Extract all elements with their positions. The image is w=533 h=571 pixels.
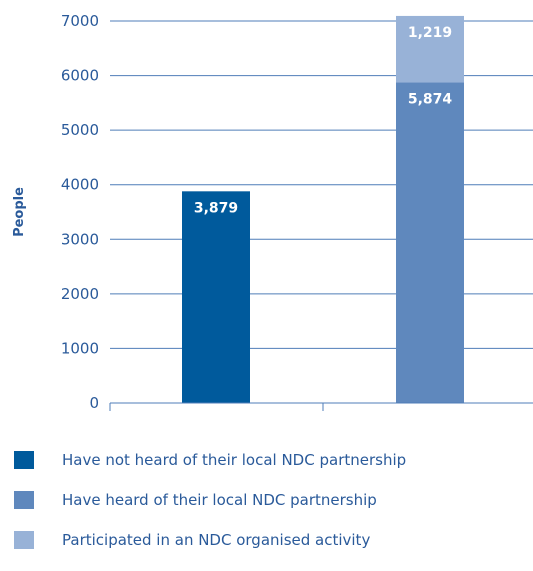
bars bbox=[182, 15, 464, 404]
y-axis-label: People bbox=[12, 187, 27, 237]
data-labels: 3,879 5,874 1,219 bbox=[194, 25, 453, 216]
bar-chart: 3,879 5,874 1,219 0 1000 2000 3000 4000 5000 600… bbox=[12, 12, 533, 412]
bar-c1-s1 bbox=[396, 82, 464, 404]
legend: Have not heard of their local NDC partne… bbox=[14, 451, 406, 571]
y-tick-label-1000: 1000 bbox=[61, 339, 99, 357]
legend-item-heard: Have heard of their local NDC partnershi… bbox=[14, 491, 406, 509]
y-tick-label-4000: 4000 bbox=[61, 176, 99, 194]
legend-swatch-participated bbox=[14, 531, 34, 549]
bar-c1-s2 bbox=[396, 15, 464, 83]
legend-swatch-heard bbox=[14, 491, 34, 509]
legend-label-participated: Participated in an NDC organised activit… bbox=[62, 531, 371, 549]
y-tick-label-7000: 7000 bbox=[61, 12, 99, 30]
y-tick-label-0: 0 bbox=[89, 394, 99, 412]
data-label-c1-s2: 1,219 bbox=[408, 25, 452, 41]
y-tick-label-3000: 3000 bbox=[61, 230, 99, 248]
legend-swatch-not-heard bbox=[14, 451, 34, 469]
legend-label-heard: Have heard of their local NDC partnershi… bbox=[62, 491, 377, 509]
legend-label-not-heard: Have not heard of their local NDC partne… bbox=[62, 451, 407, 469]
y-tick-label-5000: 5000 bbox=[61, 121, 99, 139]
y-tick-label-6000: 6000 bbox=[61, 67, 99, 85]
legend-item-not-heard: Have not heard of their local NDC partne… bbox=[14, 451, 406, 469]
bar-c0-s0 bbox=[182, 191, 250, 403]
gridlines bbox=[110, 20, 533, 349]
y-tick-label-2000: 2000 bbox=[61, 285, 99, 303]
axes: 0 1000 2000 3000 4000 5000 6000 7000 bbox=[61, 12, 533, 412]
data-label-c1-s1: 5,874 bbox=[408, 91, 453, 107]
data-label-c0-s0: 3,879 bbox=[194, 200, 238, 216]
legend-item-participated: Participated in an NDC organised activit… bbox=[14, 531, 406, 549]
